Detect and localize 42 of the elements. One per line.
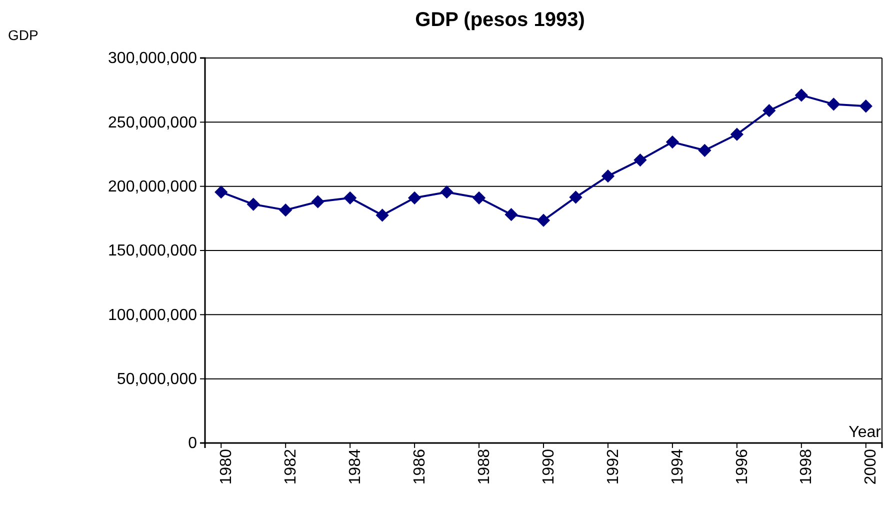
x-tick-label: 1992: [604, 448, 622, 485]
point: [344, 191, 357, 204]
x-tick-label: 1986: [411, 448, 428, 485]
x-tick-label: 1982: [282, 448, 300, 485]
point: [536, 214, 550, 227]
point: [730, 128, 744, 141]
x-axis-title: Year: [848, 424, 882, 441]
point: [859, 100, 872, 113]
point: [504, 208, 518, 222]
y-tick-label: 200,000,000: [108, 178, 198, 196]
y-tick-label: 50,000,000: [116, 370, 198, 388]
point: [246, 198, 260, 211]
point: [827, 98, 840, 111]
y-tick-label: 300,000,000: [108, 50, 198, 68]
x-tick-label: 1988: [476, 448, 493, 485]
text: GDP: [8, 27, 38, 43]
y-tick-label: 250,000,000: [108, 114, 198, 132]
point: [472, 191, 486, 204]
point: [311, 195, 324, 208]
x-tick-label: 2000: [862, 448, 880, 485]
point: [666, 135, 680, 149]
y-tick-label: 0: [188, 435, 198, 452]
x-tick-label: 1996: [734, 448, 751, 485]
x-tick-label: 1990: [540, 448, 558, 485]
point: [279, 204, 292, 217]
point: [376, 208, 389, 222]
point: [214, 186, 228, 199]
point: [698, 144, 712, 157]
chart-title: GDP (pesos 1993): [415, 9, 585, 31]
point: [569, 190, 582, 204]
x-tick-label: 1998: [798, 448, 816, 485]
y-tick-label: 100,000,000: [108, 306, 198, 324]
x-tick-label: 1994: [669, 448, 686, 485]
x-tick-label: 1984: [346, 448, 364, 485]
point: [794, 88, 808, 102]
point: [762, 104, 776, 118]
point: [408, 191, 422, 204]
y-tick-label: 150,000,000: [108, 242, 198, 260]
point: [601, 170, 615, 183]
point: [440, 186, 454, 199]
x-tick-label: 1980: [218, 448, 235, 485]
point: [634, 153, 647, 167]
